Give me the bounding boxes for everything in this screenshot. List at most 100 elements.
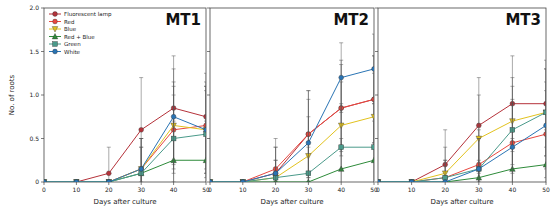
data-point xyxy=(74,179,80,182)
data-point xyxy=(476,167,481,172)
error-bar xyxy=(372,56,374,143)
error-bar xyxy=(544,69,546,156)
y-tick xyxy=(41,138,44,139)
data-point xyxy=(378,180,381,182)
legend-label: Red xyxy=(64,19,74,25)
y-tick xyxy=(41,8,44,9)
data-point xyxy=(378,179,381,182)
data-point xyxy=(210,180,212,182)
data-point xyxy=(240,180,245,182)
error-bar xyxy=(372,121,374,182)
series-line xyxy=(44,125,206,182)
x-tick-label: 40 xyxy=(170,186,178,193)
error-bar xyxy=(510,104,514,182)
x-tick-label: 20 xyxy=(441,186,449,193)
error-bar xyxy=(443,160,447,182)
data-point xyxy=(203,157,206,162)
data-point xyxy=(240,180,245,182)
series-line xyxy=(210,69,374,182)
x-tick xyxy=(242,182,243,185)
data-point xyxy=(378,180,380,182)
series-line xyxy=(44,125,206,182)
data-point xyxy=(210,180,212,182)
series-line xyxy=(44,117,206,182)
data-point xyxy=(139,167,144,172)
legend-label: Red + Blue xyxy=(64,34,95,40)
legend-marker xyxy=(52,34,58,39)
data-point xyxy=(210,180,212,182)
data-point xyxy=(543,110,546,115)
data-point xyxy=(171,114,176,119)
x-tick-label: 30 xyxy=(305,186,313,193)
x-tick xyxy=(478,182,479,185)
plot-frame xyxy=(210,8,374,182)
data-point xyxy=(44,180,47,182)
y-tick-label: 0 xyxy=(35,178,39,185)
data-point xyxy=(371,157,374,162)
data-point xyxy=(544,123,546,128)
x-tick xyxy=(546,182,547,185)
series-line xyxy=(44,160,206,182)
x-tick xyxy=(206,182,207,185)
data-point xyxy=(139,127,144,132)
data-point xyxy=(44,179,47,182)
x-tick-label: 10 xyxy=(239,186,247,193)
data-point xyxy=(409,180,415,182)
data-point xyxy=(210,179,213,182)
error-bar xyxy=(274,147,278,182)
x-tick-label: 40 xyxy=(337,186,345,193)
x-axis-label: Days after culture xyxy=(261,198,324,206)
error-bar xyxy=(204,91,206,178)
y-tick xyxy=(207,138,210,139)
data-point xyxy=(339,75,344,80)
y-tick-label: 2.0 xyxy=(29,4,39,11)
error-bar xyxy=(139,139,143,183)
y-tick xyxy=(41,51,44,52)
x-tick xyxy=(108,182,109,185)
error-bar xyxy=(477,130,481,182)
y-tick xyxy=(207,182,210,183)
x-tick-label: 10 xyxy=(408,186,416,193)
series-line xyxy=(378,125,546,182)
y-tick-label: 1.0 xyxy=(29,91,39,98)
panel: 0102030405000.51.01.52.0Days after cultu… xyxy=(8,4,210,206)
panel-title: MT2 xyxy=(333,11,369,29)
x-tick xyxy=(44,182,45,185)
y-tick xyxy=(375,8,378,9)
error-bar xyxy=(443,160,447,182)
series-line xyxy=(210,160,374,182)
error-bar xyxy=(372,34,374,104)
error-bar xyxy=(477,95,481,182)
error-bar xyxy=(372,104,374,182)
x-tick-label: 0 xyxy=(42,186,46,193)
data-point xyxy=(106,179,112,182)
data-point xyxy=(273,171,278,176)
y-tick xyxy=(207,51,210,52)
y-tick-label: 1.5 xyxy=(29,48,39,55)
y-tick xyxy=(207,95,210,96)
data-point xyxy=(240,180,245,182)
data-point xyxy=(544,132,546,137)
series-line xyxy=(210,99,374,182)
x-tick xyxy=(275,182,276,185)
series-line xyxy=(378,112,546,182)
y-axis-label: No. of roots xyxy=(8,74,16,115)
error-bar xyxy=(477,139,481,183)
y-tick xyxy=(41,95,44,96)
data-point xyxy=(409,180,414,182)
data-point xyxy=(443,175,448,180)
panel: 01020304050Days after cultureMT3 xyxy=(375,8,550,206)
data-point xyxy=(372,145,374,150)
x-axis-label: Days after culture xyxy=(94,198,157,206)
series-line xyxy=(44,134,206,182)
x-tick-label: 30 xyxy=(137,186,145,193)
data-point xyxy=(240,180,246,182)
error-bar xyxy=(274,139,278,183)
data-point xyxy=(74,180,79,182)
x-tick xyxy=(141,182,142,185)
x-tick-label: 10 xyxy=(73,186,81,193)
y-tick xyxy=(375,95,378,96)
x-tick xyxy=(173,182,174,185)
data-point xyxy=(543,162,546,167)
series-line xyxy=(378,112,546,182)
